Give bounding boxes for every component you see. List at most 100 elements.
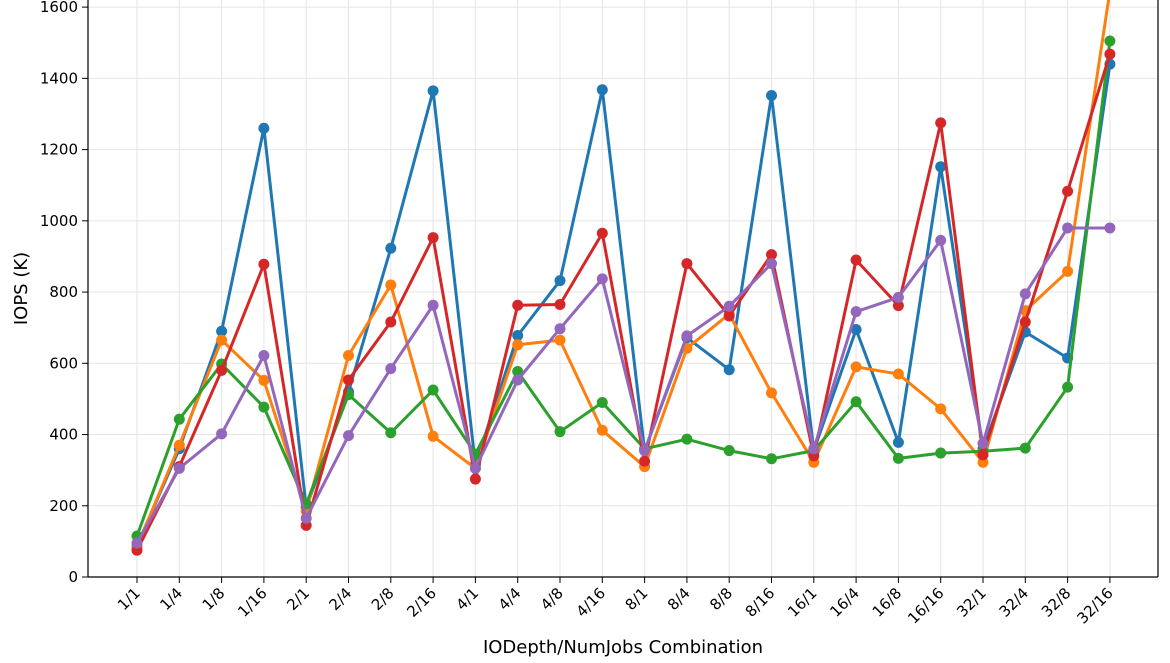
data-point (892, 436, 904, 448)
data-point (892, 368, 904, 380)
data-point (385, 279, 397, 291)
data-point (216, 334, 228, 346)
data-point (554, 275, 566, 287)
data-point (385, 427, 397, 439)
data-point (300, 512, 312, 524)
data-point (258, 401, 270, 413)
data-point (1062, 222, 1074, 234)
x-tick-label: 2/16 (403, 584, 440, 621)
data-point (216, 364, 228, 376)
x-tick-label: 2/4 (326, 584, 356, 614)
data-point (1062, 265, 1074, 277)
data-point (639, 445, 651, 457)
data-point (892, 291, 904, 303)
data-point (512, 339, 524, 351)
data-point (343, 349, 354, 361)
data-point (1104, 48, 1116, 60)
grid-lines (88, 0, 1158, 578)
data-point (512, 299, 524, 311)
x-tick-label: 1/1 (114, 584, 144, 614)
data-point (173, 439, 185, 451)
data-point (935, 403, 947, 415)
data-point (512, 330, 524, 342)
data-point (469, 462, 481, 474)
data-point (723, 445, 735, 457)
data-point (808, 443, 820, 455)
data-point (258, 122, 270, 134)
data-point (427, 85, 439, 97)
data-point (723, 364, 735, 376)
x-tick-label: 4/4 (495, 584, 525, 614)
x-tick-label: 32/4 (996, 584, 1033, 621)
series-line (135, 226, 1112, 545)
data-point (766, 89, 777, 101)
data-point (258, 374, 270, 386)
data-point (343, 374, 354, 386)
x-tick-label: 32/8 (1038, 584, 1075, 621)
data-point (173, 413, 185, 425)
data-point (131, 537, 143, 549)
data-point (639, 455, 651, 467)
series-layer (131, 0, 1116, 556)
y-tick-label: 0 (68, 568, 78, 586)
x-tick-label: 8/4 (664, 584, 694, 614)
data-point (1062, 381, 1074, 393)
x-tick-label: 4/16 (573, 584, 610, 621)
data-point (1019, 288, 1031, 300)
x-tick-label: 16/4 (826, 584, 863, 621)
axes-frame (87, 0, 1159, 578)
data-point (427, 384, 439, 396)
y-axis-ticks: 0 200 400 600 800 1000 1200 1400 1600 (40, 0, 88, 586)
data-point (977, 449, 989, 461)
data-point (935, 161, 947, 173)
data-point (850, 323, 862, 335)
data-point (512, 365, 524, 377)
data-point (554, 323, 566, 335)
y-axis-label: IOPS (K) (11, 252, 32, 325)
data-point (681, 330, 693, 342)
data-point (216, 428, 228, 440)
series-2 (131, 35, 1116, 542)
data-point (850, 306, 862, 318)
data-point (554, 426, 566, 438)
data-point (1104, 35, 1116, 47)
data-point (427, 430, 439, 442)
data-point (596, 273, 608, 285)
data-point (723, 310, 735, 322)
series-4 (131, 222, 1116, 549)
data-point (850, 396, 862, 408)
data-point (977, 437, 989, 449)
data-point (469, 473, 481, 485)
y-tick-label: 1600 (40, 0, 78, 16)
data-point (596, 424, 608, 436)
x-tick-label: 1/8 (199, 584, 229, 614)
data-point (766, 249, 777, 261)
data-point (512, 374, 524, 386)
data-point (427, 232, 439, 244)
data-point (850, 254, 862, 266)
data-point (766, 387, 777, 399)
data-point (681, 258, 693, 270)
data-point (258, 349, 270, 361)
x-tick-label: 1/16 (234, 584, 271, 621)
y-tick-label: 1400 (40, 69, 78, 87)
series-0 (131, 58, 1116, 552)
data-point (258, 258, 270, 270)
data-point (935, 117, 947, 129)
data-point (385, 363, 397, 375)
data-point (596, 84, 608, 96)
x-tick-label: 16/1 (784, 584, 821, 621)
y-tick-label: 800 (49, 283, 78, 301)
y-tick-label: 400 (49, 426, 78, 444)
data-point (892, 300, 904, 312)
data-point (216, 325, 228, 337)
x-tick-label: 4/1 (452, 584, 482, 614)
data-point (935, 447, 947, 459)
x-tick-label: 8/8 (706, 584, 736, 614)
data-point (173, 462, 185, 474)
data-point (766, 453, 777, 465)
y-tick-label: 200 (49, 497, 78, 515)
data-point (554, 299, 566, 311)
x-axis-label: IODepth/NumJobs Combination (483, 637, 763, 658)
